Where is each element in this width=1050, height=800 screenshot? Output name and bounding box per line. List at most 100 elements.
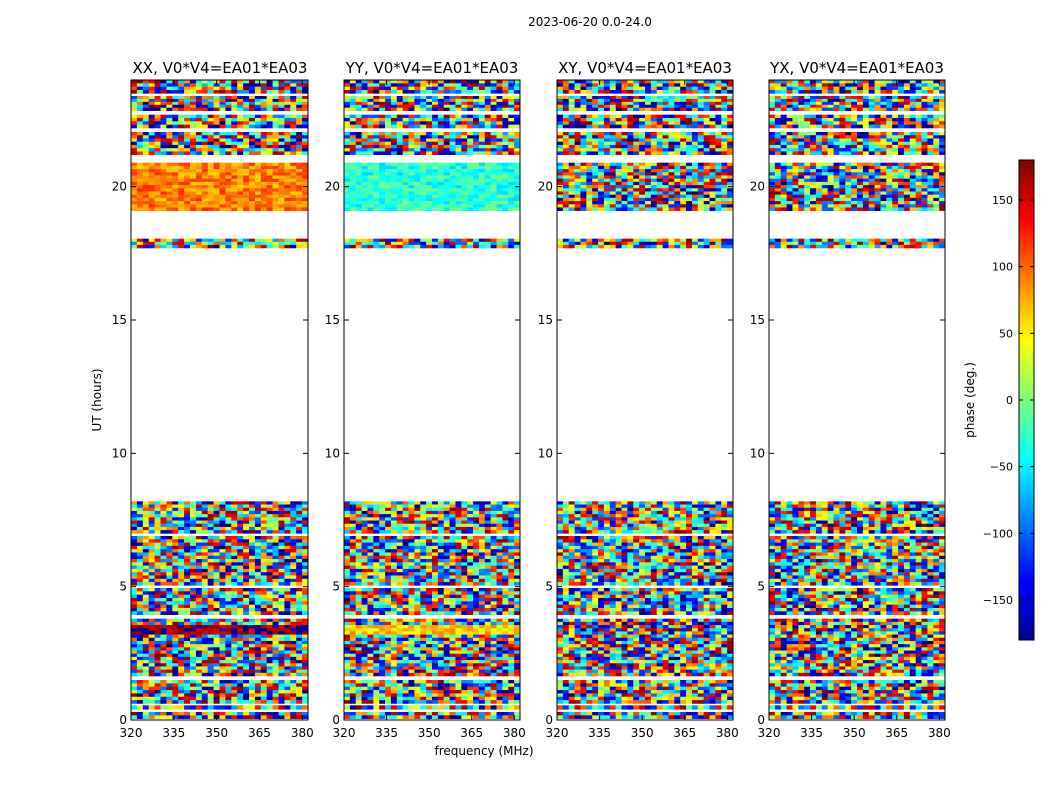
heatmap-cell xyxy=(443,598,450,602)
heatmap-cell xyxy=(195,148,203,152)
heatmap-cell xyxy=(148,644,155,648)
heatmap-cell xyxy=(508,663,515,667)
heatmap-cell xyxy=(231,650,238,655)
heatmap-cell xyxy=(272,172,279,176)
heatmap-cell xyxy=(396,644,403,648)
heatmap-cell xyxy=(160,151,167,155)
heatmap-cell xyxy=(237,672,244,677)
heatmap-cell xyxy=(260,690,267,694)
heatmap-cell xyxy=(231,90,238,94)
heatmap-cell xyxy=(414,552,421,557)
heatmap-cell xyxy=(349,244,357,249)
heatmap-cell xyxy=(207,151,214,155)
heatmap-cell xyxy=(207,575,214,580)
heatmap-cell xyxy=(225,80,232,84)
heatmap-cell xyxy=(272,124,279,129)
heatmap-cell xyxy=(473,686,480,691)
heatmap-cell xyxy=(201,98,208,103)
heatmap-cell xyxy=(296,640,303,645)
heatmap-cell xyxy=(344,241,351,246)
heatmap-cell xyxy=(278,517,285,521)
heatmap-cell xyxy=(390,591,398,595)
heatmap-cell xyxy=(373,680,380,684)
heatmap-cell xyxy=(478,656,486,661)
heatmap-cell xyxy=(207,644,214,648)
heatmap-cell xyxy=(254,178,262,183)
heatmap-cell xyxy=(508,238,515,243)
heatmap-cell xyxy=(131,644,138,648)
heatmap-cell xyxy=(361,631,368,635)
heatmap-cell xyxy=(290,536,297,540)
heatmap-cell xyxy=(190,104,197,109)
heatmap-cell xyxy=(284,631,291,635)
heatmap-cell xyxy=(249,144,256,149)
heatmap-cell xyxy=(219,545,226,550)
heatmap-cell xyxy=(136,572,144,576)
heatmap-cell xyxy=(455,598,462,602)
heatmap-cell xyxy=(473,572,480,576)
heatmap-cell xyxy=(231,520,238,525)
heatmap-cell xyxy=(361,591,368,595)
heatmap-cell xyxy=(260,107,267,111)
heatmap-cell xyxy=(420,523,427,528)
heatmap-cell xyxy=(260,523,267,528)
heatmap-cell xyxy=(142,121,149,125)
heatmap-cell xyxy=(284,107,291,111)
heatmap-cell xyxy=(243,144,250,149)
heatmap-cell xyxy=(278,141,285,146)
heatmap-cell xyxy=(278,625,285,629)
heatmap-cell xyxy=(302,188,309,192)
heatmap-cell xyxy=(278,598,285,602)
heatmap-cell xyxy=(508,700,515,704)
heatmap-cell xyxy=(385,634,392,639)
heatmap-cell xyxy=(225,568,232,573)
heatmap-cell xyxy=(373,514,380,518)
heatmap-cell xyxy=(142,510,149,515)
heatmap-cell xyxy=(219,680,226,684)
heatmap-cell xyxy=(496,591,503,595)
heatmap-cell xyxy=(260,631,267,635)
heatmap-cell xyxy=(502,631,509,635)
heatmap-cell xyxy=(467,578,474,583)
heatmap-cell xyxy=(455,520,462,525)
heatmap-cell xyxy=(249,591,256,595)
heatmap-cell xyxy=(414,683,421,687)
heatmap-cell xyxy=(437,640,445,645)
heatmap-cell xyxy=(296,241,303,246)
heatmap-cell xyxy=(426,244,433,249)
heatmap-cell xyxy=(402,640,409,645)
heatmap-cell xyxy=(195,539,203,543)
heatmap-cell xyxy=(154,101,161,106)
heatmap-cell xyxy=(278,666,285,670)
heatmap-cell xyxy=(243,80,250,84)
heatmap-cell xyxy=(355,517,362,521)
heatmap-cell xyxy=(478,507,486,512)
heatmap-cell xyxy=(490,696,497,701)
heatmap-cell xyxy=(249,598,256,602)
heatmap-cell xyxy=(166,621,173,626)
heatmap-cell xyxy=(437,559,445,563)
heatmap-cell xyxy=(131,634,138,639)
heatmap-cell xyxy=(272,700,279,704)
heatmap-cell xyxy=(195,181,203,186)
heatmap-cell xyxy=(266,715,273,719)
heatmap-cell xyxy=(455,244,462,249)
heatmap-cell xyxy=(349,169,357,173)
heatmap-cell xyxy=(432,559,439,563)
heatmap-cell xyxy=(266,86,273,91)
heatmap-cell xyxy=(195,520,203,525)
heatmap-cell xyxy=(219,114,226,119)
heatmap-cell xyxy=(437,582,445,586)
heatmap-cell xyxy=(408,650,415,655)
heatmap-cell xyxy=(254,608,262,612)
heatmap-cell xyxy=(190,135,197,139)
heatmap-cell xyxy=(190,669,197,674)
heatmap-cell xyxy=(172,181,179,186)
heatmap-cell xyxy=(213,669,220,674)
heatmap-cell xyxy=(166,501,173,505)
heatmap-cell xyxy=(361,618,368,623)
heatmap-cell xyxy=(266,121,273,125)
heatmap-cell xyxy=(231,644,238,648)
heatmap-cell xyxy=(514,680,521,684)
heatmap-cell xyxy=(272,80,279,84)
